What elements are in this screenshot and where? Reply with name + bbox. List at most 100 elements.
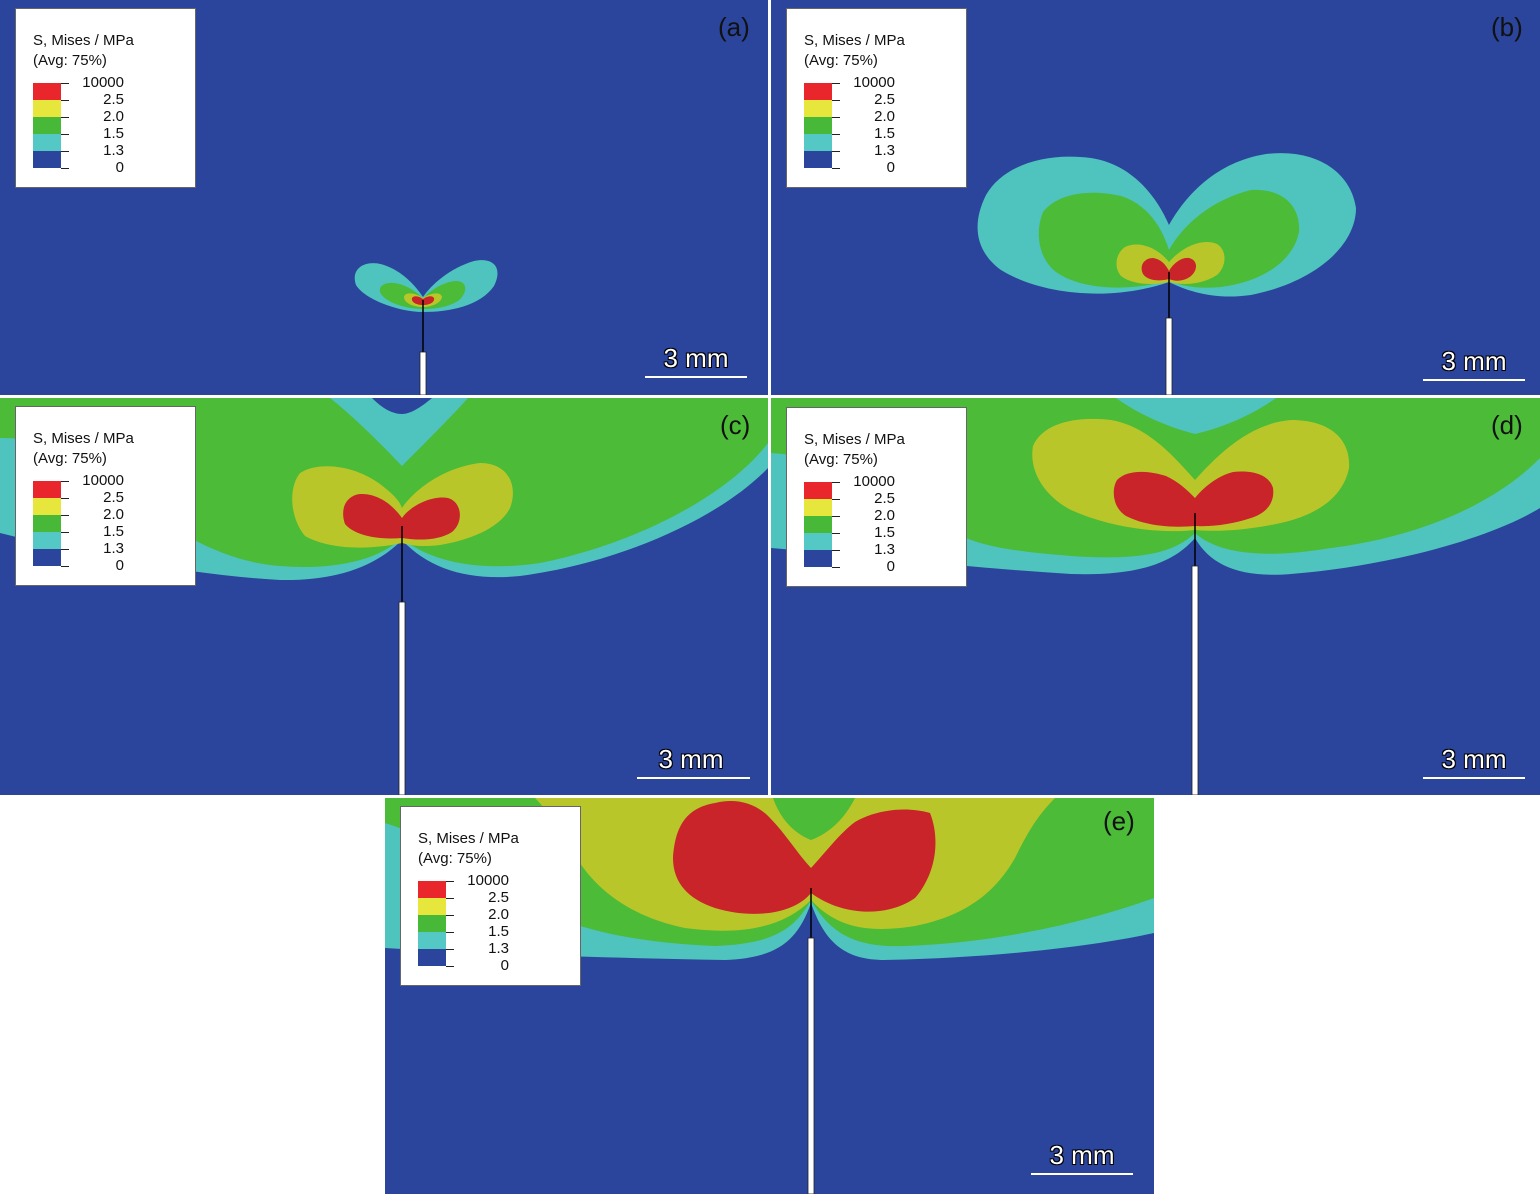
legend-swatch-yellow bbox=[33, 100, 61, 117]
legend-title: S, Mises / MPa bbox=[418, 830, 519, 847]
scale-bar-label-c: 3 mm bbox=[658, 744, 724, 774]
legend-value: 1.5 bbox=[103, 523, 124, 540]
legend-value: 10000 bbox=[82, 74, 124, 91]
legend-value: 1.5 bbox=[874, 524, 895, 541]
scale-bar-label-e: 3 mm bbox=[1049, 1140, 1115, 1170]
contour-red-e bbox=[673, 800, 936, 914]
panel-label-a: (a) bbox=[718, 12, 750, 42]
scale-bar-label-b: 3 mm bbox=[1441, 346, 1507, 376]
scale-bar-label-d: 3 mm bbox=[1441, 744, 1507, 774]
contour-blue-top-c bbox=[372, 398, 432, 414]
legend-value: 10000 bbox=[853, 473, 895, 490]
scale-bar-e bbox=[1031, 1173, 1133, 1175]
crack-a bbox=[419, 351, 427, 395]
legend-swatch-yellow bbox=[804, 499, 832, 516]
legend-swatch-red bbox=[804, 482, 832, 499]
legend-swatch-cyan bbox=[418, 932, 446, 949]
legend-value: 0 bbox=[886, 159, 895, 176]
scale-bar-d bbox=[1423, 777, 1525, 779]
legend-value: 1.5 bbox=[103, 125, 124, 142]
legend-swatch-cyan bbox=[804, 134, 832, 151]
legend-swatch-red bbox=[33, 83, 61, 100]
legend-swatch-blue bbox=[33, 549, 61, 566]
legend-value: 0 bbox=[115, 159, 124, 176]
crack-e bbox=[807, 937, 815, 1194]
legend-d: S, Mises / MPa (Avg: 75%) 10000 2.5 2.0 … bbox=[786, 407, 967, 587]
legend-value: 10000 bbox=[467, 872, 509, 889]
legend-value: 0 bbox=[886, 558, 895, 575]
panel-e: S, Mises / MPa (Avg: 75%) 10000 2.5 2.0 … bbox=[385, 798, 1154, 1194]
legend-value: 1.5 bbox=[488, 923, 509, 940]
contour-green-notch-e bbox=[773, 798, 855, 840]
legend-avg: (Avg: 75%) bbox=[804, 52, 878, 69]
legend-value: 1.3 bbox=[103, 142, 124, 159]
legend-value: 2.5 bbox=[874, 490, 895, 507]
legend-value: 2.5 bbox=[103, 489, 124, 506]
legend-swatch-blue bbox=[418, 949, 446, 966]
panel-a: S, Mises / MPa (Avg: 75%) 10000 2.5 2.0 … bbox=[0, 0, 768, 395]
legend-value: 1.3 bbox=[103, 540, 124, 557]
legend-value: 2.0 bbox=[874, 108, 895, 125]
legend-b: S, Mises / MPa (Avg: 75%) 10000 2.5 2.0 … bbox=[786, 8, 967, 188]
legend-e: S, Mises / MPa (Avg: 75%) 10000 2.5 2.0 … bbox=[400, 806, 581, 986]
panel-label-d: (d) bbox=[1491, 410, 1523, 440]
panel-d: S, Mises / MPa (Avg: 75%) 10000 2.5 2.0 … bbox=[771, 398, 1540, 795]
legend-swatch-green bbox=[804, 117, 832, 134]
legend-value: 1.3 bbox=[488, 940, 509, 957]
legend-swatch-red bbox=[418, 881, 446, 898]
panel-label-c: (c) bbox=[720, 410, 751, 440]
legend-value: 1.3 bbox=[874, 142, 895, 159]
scale-bar-label-a: 3 mm bbox=[663, 343, 729, 373]
legend-swatch-cyan bbox=[33, 134, 61, 151]
legend-swatch-blue bbox=[33, 151, 61, 168]
legend-swatch-green bbox=[418, 915, 446, 932]
legend-value: 10000 bbox=[82, 472, 124, 489]
legend-value: 0 bbox=[115, 557, 124, 574]
legend-value: 1.5 bbox=[874, 125, 895, 142]
legend-swatch-blue bbox=[804, 550, 832, 567]
legend-swatch-yellow bbox=[804, 100, 832, 117]
legend-value: 0 bbox=[500, 957, 509, 974]
legend-swatch-green bbox=[33, 515, 61, 532]
legend-swatch-cyan bbox=[804, 533, 832, 550]
legend-title: S, Mises / MPa bbox=[33, 430, 134, 447]
contour-red-b bbox=[1141, 257, 1197, 281]
legend-swatch-red bbox=[33, 481, 61, 498]
legend-title: S, Mises / MPa bbox=[804, 431, 905, 448]
legend-swatch-blue bbox=[804, 151, 832, 168]
legend-swatch-yellow bbox=[418, 898, 446, 915]
legend-value: 2.5 bbox=[874, 91, 895, 108]
scale-bar-c bbox=[637, 777, 750, 779]
legend-swatch-red bbox=[804, 83, 832, 100]
panel-label-e: (e) bbox=[1103, 806, 1135, 836]
legend-value: 2.0 bbox=[103, 506, 124, 523]
legend-c: S, Mises / MPa (Avg: 75%) 10000 2.5 2.0 … bbox=[15, 406, 196, 586]
legend-swatch-green bbox=[33, 117, 61, 134]
legend-avg: (Avg: 75%) bbox=[418, 850, 492, 867]
legend-value: 2.0 bbox=[103, 108, 124, 125]
legend-a: S, Mises / MPa (Avg: 75%) 10000 2.5 2.0 … bbox=[15, 8, 196, 188]
legend-swatch-green bbox=[804, 516, 832, 533]
legend-avg: (Avg: 75%) bbox=[804, 451, 878, 468]
panel-c: S, Mises / MPa (Avg: 75%) 10000 2.5 2.0 … bbox=[0, 398, 768, 795]
legend-avg: (Avg: 75%) bbox=[33, 52, 107, 69]
legend-value: 10000 bbox=[853, 74, 895, 91]
legend-value: 1.3 bbox=[874, 541, 895, 558]
contour-green-a bbox=[379, 281, 466, 309]
legend-value: 2.5 bbox=[488, 889, 509, 906]
panel-b: S, Mises / MPa (Avg: 75%) 10000 2.5 2.0 … bbox=[771, 0, 1540, 395]
legend-value: 2.0 bbox=[874, 507, 895, 524]
legend-value: 2.5 bbox=[103, 91, 124, 108]
scale-bar-a bbox=[645, 376, 747, 378]
legend-value: 2.0 bbox=[488, 906, 509, 923]
scale-bar-b bbox=[1423, 379, 1525, 381]
legend-title: S, Mises / MPa bbox=[33, 32, 134, 49]
crack-c bbox=[398, 601, 406, 795]
contour-red-c bbox=[343, 493, 460, 540]
legend-title: S, Mises / MPa bbox=[804, 32, 905, 49]
crack-d bbox=[1191, 565, 1199, 795]
contour-cyan-top-d bbox=[1116, 398, 1276, 434]
legend-swatch-yellow bbox=[33, 498, 61, 515]
legend-avg: (Avg: 75%) bbox=[33, 450, 107, 467]
panel-label-b: (b) bbox=[1491, 12, 1523, 42]
